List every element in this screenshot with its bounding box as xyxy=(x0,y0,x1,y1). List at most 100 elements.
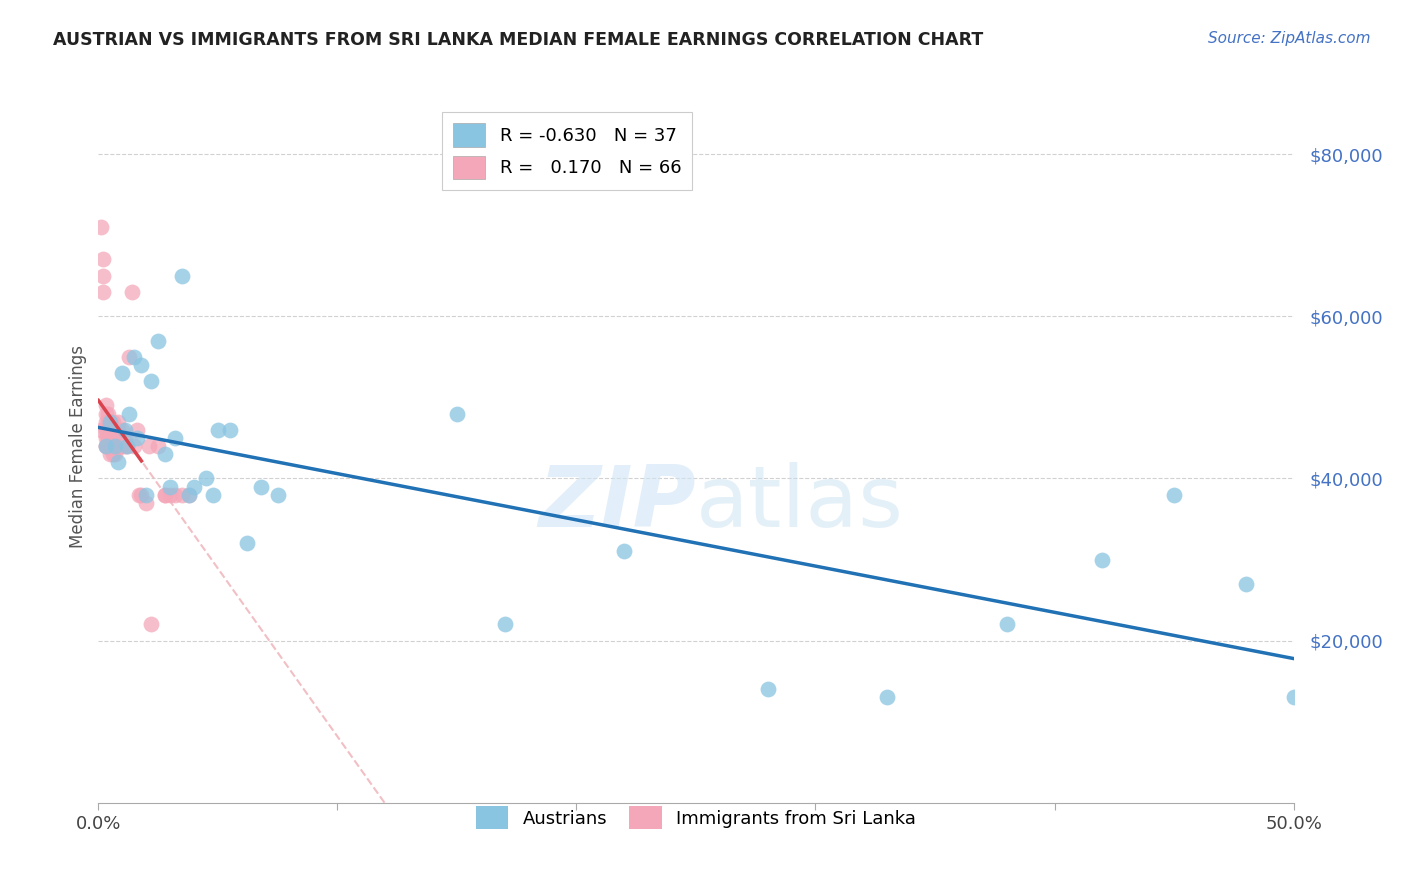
Point xyxy=(118,407,141,421)
Point xyxy=(94,423,117,437)
Point xyxy=(94,415,117,429)
Point xyxy=(90,423,112,437)
Point xyxy=(91,285,114,299)
Point xyxy=(148,439,170,453)
Point xyxy=(876,690,898,705)
Point xyxy=(98,415,122,429)
Legend: Austrians, Immigrants from Sri Lanka: Austrians, Immigrants from Sri Lanka xyxy=(465,796,927,840)
Point xyxy=(121,285,143,299)
Point xyxy=(756,682,779,697)
Point xyxy=(108,439,131,453)
Point xyxy=(195,471,218,485)
Point xyxy=(138,439,160,453)
Point xyxy=(135,488,157,502)
Point xyxy=(111,366,134,380)
Point xyxy=(97,439,120,453)
Point xyxy=(107,455,129,469)
Point xyxy=(107,431,129,445)
Point xyxy=(107,415,129,429)
Point xyxy=(94,407,117,421)
Point xyxy=(111,439,134,453)
Point xyxy=(94,439,117,453)
Point xyxy=(91,252,114,267)
Point xyxy=(139,374,162,388)
Point xyxy=(94,399,117,413)
Point xyxy=(235,536,257,550)
Point xyxy=(155,488,177,502)
Point xyxy=(131,488,153,502)
Point xyxy=(995,617,1018,632)
Point xyxy=(97,431,120,445)
Point xyxy=(1234,577,1257,591)
Point xyxy=(446,407,468,421)
Point xyxy=(98,423,122,437)
Point xyxy=(97,423,120,437)
Point xyxy=(114,439,136,453)
Point xyxy=(115,439,138,453)
Point xyxy=(1282,690,1305,705)
Point xyxy=(97,439,120,453)
Point xyxy=(114,423,136,437)
Point xyxy=(613,544,636,558)
Point xyxy=(159,488,181,502)
Point xyxy=(125,431,148,445)
Point xyxy=(124,350,146,364)
Point xyxy=(124,439,146,453)
Point xyxy=(163,431,186,445)
Point xyxy=(98,447,122,461)
Point xyxy=(101,439,124,453)
Point xyxy=(107,423,129,437)
Point xyxy=(98,415,122,429)
Point xyxy=(91,268,114,283)
Point xyxy=(90,220,112,235)
Point xyxy=(128,488,150,502)
Point xyxy=(94,439,117,453)
Point xyxy=(104,439,127,453)
Point xyxy=(179,488,201,502)
Point xyxy=(250,479,273,493)
Point xyxy=(131,358,153,372)
Point xyxy=(104,431,127,445)
Point xyxy=(172,488,194,502)
Point xyxy=(183,479,205,493)
Point xyxy=(125,423,148,437)
Point xyxy=(115,439,138,453)
Point xyxy=(97,415,120,429)
Point xyxy=(101,415,124,429)
Text: ZIP: ZIP xyxy=(538,461,696,545)
Point xyxy=(94,431,117,445)
Point xyxy=(139,617,162,632)
Point xyxy=(159,479,181,493)
Point xyxy=(207,423,229,437)
Point xyxy=(98,423,122,437)
Point xyxy=(108,431,131,445)
Point xyxy=(1163,488,1185,502)
Point xyxy=(494,617,516,632)
Point xyxy=(104,439,127,453)
Point xyxy=(114,431,136,445)
Point xyxy=(148,334,170,348)
Point xyxy=(111,423,134,437)
Point xyxy=(172,268,194,283)
Point xyxy=(179,488,201,502)
Point xyxy=(98,439,122,453)
Point xyxy=(111,431,134,445)
Point xyxy=(101,423,124,437)
Point xyxy=(219,423,242,437)
Point xyxy=(97,431,120,445)
Point xyxy=(97,423,120,437)
Point xyxy=(101,431,124,445)
Point xyxy=(155,447,177,461)
Point xyxy=(94,439,117,453)
Point xyxy=(155,488,177,502)
Point xyxy=(98,431,122,445)
Point xyxy=(104,447,127,461)
Point xyxy=(202,488,225,502)
Text: AUSTRIAN VS IMMIGRANTS FROM SRI LANKA MEDIAN FEMALE EARNINGS CORRELATION CHART: AUSTRIAN VS IMMIGRANTS FROM SRI LANKA ME… xyxy=(53,31,984,49)
Point xyxy=(1091,552,1114,566)
Point xyxy=(267,488,290,502)
Point xyxy=(98,431,122,445)
Point xyxy=(101,439,124,453)
Text: Source: ZipAtlas.com: Source: ZipAtlas.com xyxy=(1208,31,1371,46)
Point xyxy=(98,439,122,453)
